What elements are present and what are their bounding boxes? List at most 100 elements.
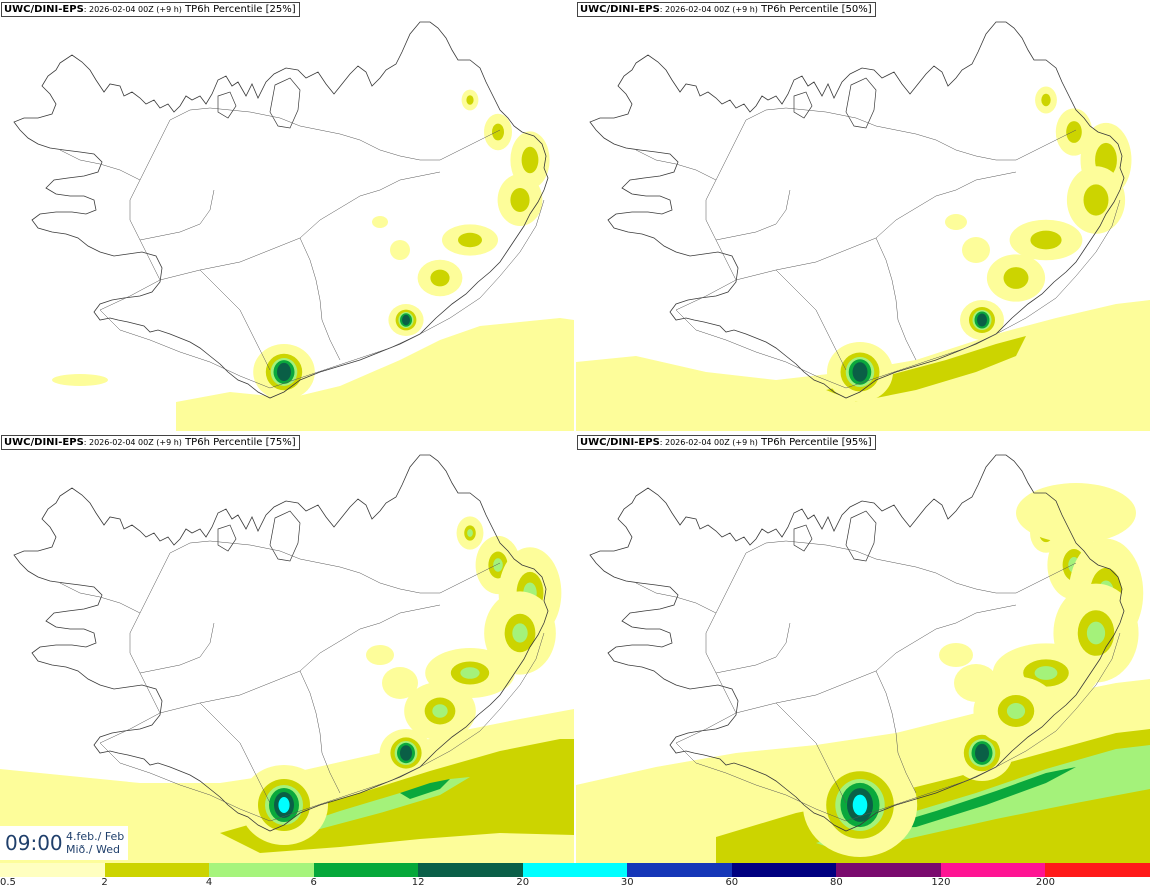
precip-contour-l2	[466, 95, 474, 105]
legend-tick-label: 4	[205, 877, 213, 888]
road-line	[825, 544, 1077, 594]
precip-contour-l1	[628, 374, 684, 386]
coastline	[589, 21, 1125, 399]
precip-contour-l5	[852, 362, 868, 382]
precip-contour-l5	[977, 313, 987, 327]
precip-contour-l2	[1030, 230, 1062, 250]
iceland-precip-map	[0, 454, 574, 864]
road-line	[129, 540, 251, 714]
color-scale-labels: 0.5 2 4 6 12 20 30 60 80 120 200	[0, 877, 1150, 891]
road-line	[99, 199, 545, 389]
legend-swatch	[731, 863, 837, 877]
road-line	[249, 544, 501, 594]
valid-time-clock: 09:00	[5, 831, 63, 855]
road-line	[705, 540, 827, 714]
precip-contour-l4	[876, 767, 1076, 829]
variable-label: TP6h Percentile [25%]	[181, 4, 296, 15]
map-panel-p50: UWC/DINI-EPS: 2026-02-04 00Z (+9 h) TP6h…	[576, 0, 1150, 431]
precip-contour-l1	[954, 664, 998, 702]
precip-contour-l2	[1066, 121, 1082, 143]
road-line	[635, 582, 717, 614]
road-line	[139, 189, 215, 241]
variable-label: TP6h Percentile [50%]	[757, 4, 872, 15]
run-info: : 2026-02-04 00Z (+9 h)	[659, 438, 758, 447]
precip-contour-l5	[402, 314, 410, 326]
iceland-precip-map	[576, 21, 1150, 431]
precip-contour-l2	[1083, 184, 1109, 216]
iceland-precip-map	[576, 454, 1150, 864]
precip-fill-layer	[52, 89, 574, 431]
run-info: : 2026-02-04 00Z (+9 h)	[83, 5, 182, 14]
precip-fill-layer	[0, 516, 574, 864]
road-line	[675, 199, 1121, 389]
precip-contour-l3	[493, 558, 503, 572]
map-panel-p75: UWC/DINI-EPS: 2026-02-04 00Z (+9 h) TP6h…	[0, 433, 574, 864]
glacier-outline	[217, 524, 237, 552]
precip-contour-l1	[372, 216, 388, 228]
precip-contour-l1	[962, 237, 990, 263]
precip-contour-l3	[460, 667, 480, 679]
precip-contour-l1	[52, 374, 108, 386]
precip-contour-l2	[1003, 267, 1029, 289]
valid-time-box: 09:00 4.feb./ Feb Mið./ Wed	[0, 826, 128, 860]
panel-title: UWC/DINI-EPS: 2026-02-04 00Z (+9 h) TP6h…	[577, 435, 876, 450]
precip-contour-l3	[1034, 666, 1058, 680]
legend-swatch	[627, 863, 732, 877]
color-scale-bar	[0, 863, 1150, 877]
precip-contour-l1	[576, 300, 1150, 431]
precip-contour-l2	[458, 232, 482, 248]
model-name: UWC/DINI-EPS	[4, 4, 84, 15]
precip-contour-l1	[390, 240, 410, 260]
road-line	[875, 237, 917, 361]
precip-contour-l1	[382, 667, 418, 699]
road-line	[59, 582, 141, 614]
precip-contour-l5	[400, 745, 412, 761]
road-line	[875, 670, 917, 794]
precip-contour-l2	[492, 123, 504, 141]
road-line	[675, 632, 1121, 822]
road-line	[199, 269, 271, 371]
road-line	[59, 149, 141, 181]
map-panel-p95: UWC/DINI-EPS: 2026-02-04 00Z (+9 h) TP6h…	[576, 433, 1150, 864]
road-line	[675, 171, 1017, 311]
road-line	[99, 604, 441, 744]
legend-swatch	[104, 863, 210, 877]
road-line	[299, 670, 341, 794]
precip-contour-l3	[1006, 703, 1026, 719]
precip-fill-layer	[576, 86, 1150, 431]
panel-title: UWC/DINI-EPS: 2026-02-04 00Z (+9 h) TP6h…	[577, 2, 876, 17]
legend-tick-label: 30	[620, 877, 634, 888]
road-line	[139, 622, 215, 674]
road-line	[675, 604, 1017, 744]
glacier-outline	[217, 91, 237, 119]
precip-contour-l4	[400, 779, 450, 799]
precip-contour-l2	[1041, 93, 1051, 107]
run-info: : 2026-02-04 00Z (+9 h)	[659, 5, 758, 14]
legend-swatch	[209, 863, 314, 877]
legend-swatch	[418, 863, 523, 877]
iceland-precip-map	[13, 21, 574, 431]
variable-label: TP6h Percentile [95%]	[757, 437, 872, 448]
legend-tick-label: 6	[310, 877, 317, 888]
road-line	[99, 632, 545, 822]
model-name: UWC/DINI-EPS	[580, 4, 660, 15]
variable-label: TP6h Percentile [75%]	[181, 437, 296, 448]
valid-time-date: 4.feb./ Feb Mið./ Wed	[66, 830, 124, 856]
road-line	[99, 171, 441, 311]
valid-day-line: Mið./ Wed	[66, 843, 120, 856]
precip-contour-l3	[512, 623, 528, 643]
run-info: : 2026-02-04 00Z (+9 h)	[83, 438, 182, 447]
legend-tick-label: 200	[1035, 877, 1055, 888]
legend-swatch	[313, 863, 419, 877]
road-line	[199, 702, 271, 804]
legend-swatch	[522, 863, 628, 877]
glacier-outline	[845, 77, 877, 129]
precip-contour-l1	[939, 643, 973, 667]
road-line	[299, 237, 341, 361]
precip-contour-l3	[1086, 621, 1106, 645]
legend-tick-label: 12	[411, 877, 425, 888]
coastline	[589, 454, 1125, 832]
road-line	[825, 111, 1077, 161]
coastline	[13, 21, 549, 399]
precip-contour-l1	[945, 214, 967, 230]
